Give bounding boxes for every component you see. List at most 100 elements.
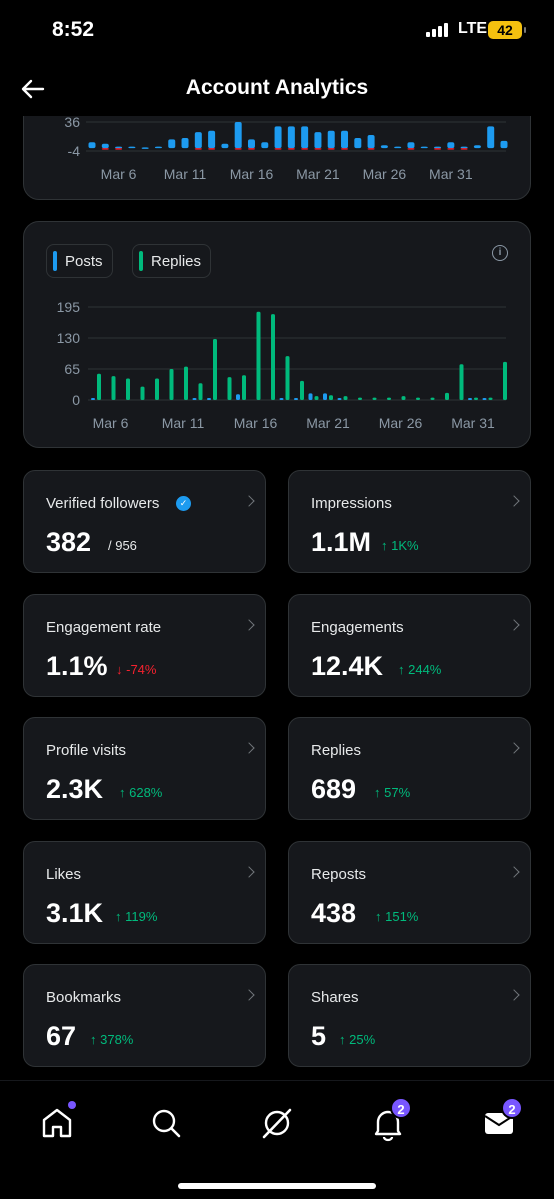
nav-notifications[interactable]: 2 <box>368 1097 412 1143</box>
bar-replies <box>155 378 159 400</box>
bar-replies <box>343 396 348 400</box>
page-title: Account Analytics <box>185 76 369 99</box>
stat-card-bookmarks[interactable]: Bookmarks 67 ↑ 378% <box>23 964 266 1067</box>
bar-negative <box>234 148 242 150</box>
unread-dot <box>68 1101 76 1109</box>
bar-posts <box>88 142 96 149</box>
stat-value: 382 <box>46 527 92 557</box>
bar-negative <box>274 148 282 150</box>
grok-icon <box>262 1108 292 1139</box>
bar-replies <box>459 364 464 400</box>
posts-replies-chart: 195 130 65 0 Mar 6 Mar 11 Mar 16 Mar 21 Mar 26 Ma… <box>57 299 507 431</box>
stat-card-profile-visits[interactable]: Profile visits 2.3K ↑ 628% <box>23 717 266 820</box>
bar-replies <box>198 383 203 400</box>
bar-posts <box>301 126 309 149</box>
legend-replies[interactable]: Replies <box>132 244 212 278</box>
bar-posts <box>91 398 95 400</box>
bar-replies <box>227 377 232 400</box>
stat-label: Engagement rate <box>46 619 162 636</box>
bar-negative <box>434 148 442 150</box>
stat-card-engagements[interactable]: Engagements 12.4K ↑ 244% <box>288 594 531 697</box>
bar-posts <box>261 142 269 149</box>
bar-posts <box>181 137 189 149</box>
bar-posts <box>323 393 327 400</box>
stat-card-engagement-rate[interactable]: Engagement rate 1.1% ↓ -74% <box>23 594 266 697</box>
bar-negative <box>460 148 468 150</box>
stat-total: / 956 <box>108 538 137 553</box>
x-tick-label: Mar 6 <box>101 166 137 182</box>
bar-posts <box>367 135 375 149</box>
stat-value: 3.1K <box>46 898 104 928</box>
stat-label: Impressions <box>311 495 392 512</box>
bar-posts <box>294 398 298 400</box>
stat-delta: ↑ 378% <box>90 1032 134 1047</box>
stat-card-verified-followers[interactable]: Verified followers ✓ 382 / 956 <box>23 470 266 573</box>
info-icon[interactable]: i <box>492 245 508 261</box>
posts-swatch <box>53 251 57 271</box>
stat-label: Verified followers <box>46 495 160 512</box>
bar-negative <box>314 148 322 150</box>
stat-delta: ↑ 244% <box>398 662 442 677</box>
bottom-nav: 2 2 <box>0 1080 554 1199</box>
stat-card-shares[interactable]: Shares 5 ↑ 25% <box>288 964 531 1067</box>
bar-posts <box>420 146 428 149</box>
bar-posts <box>247 139 255 149</box>
nav-home[interactable] <box>37 1101 77 1143</box>
bar-posts <box>327 130 335 149</box>
stat-card-likes[interactable]: Likes 3.1K ↑ 119% <box>23 841 266 944</box>
bar-replies <box>372 397 377 400</box>
status-bar: 8:52 LTE 42 <box>0 0 554 62</box>
back-button[interactable] <box>20 76 46 102</box>
x-tick-label: Mar 11 <box>164 166 207 182</box>
x-tick-label: Mar 21 <box>296 166 340 182</box>
y-tick-label: 130 <box>57 330 81 346</box>
stat-delta: ↑ 628% <box>119 785 163 800</box>
x-tick-label: Mar 11 <box>162 415 205 431</box>
bar-replies <box>256 311 261 400</box>
stat-value: 1.1% <box>46 651 108 681</box>
arrow-left-icon <box>21 79 45 99</box>
bar-negative <box>341 148 349 150</box>
stat-card-reposts[interactable]: Reposts 438 ↑ 151% <box>288 841 531 944</box>
bar-posts <box>287 126 295 149</box>
nav-grok[interactable] <box>257 1103 297 1143</box>
y-tick-label: 65 <box>64 361 80 377</box>
x-tick-label: Mar 21 <box>306 415 350 431</box>
verified-badge-icon: ✓ <box>176 496 191 511</box>
bar-posts <box>168 139 176 149</box>
nav-search[interactable] <box>146 1103 186 1143</box>
status-time: 8:52 <box>52 18 95 41</box>
stat-value: 438 <box>311 898 357 928</box>
bar-negative <box>101 148 109 150</box>
legend-posts[interactable]: Posts <box>46 244 113 278</box>
stat-card-impressions[interactable]: Impressions 1.1M ↑ 1K% <box>288 470 531 573</box>
bar-posts <box>314 132 322 149</box>
bar-posts <box>407 142 415 149</box>
chevron-right-icon <box>508 742 520 754</box>
stat-card-replies[interactable]: Replies 689 ↑ 57% <box>288 717 531 820</box>
bar-replies <box>430 397 435 400</box>
bar-posts <box>234 122 242 149</box>
bar-replies <box>213 338 217 400</box>
bar-posts <box>500 140 508 149</box>
stat-label: Profile visits <box>46 742 127 759</box>
messages-badge: 2 <box>501 1097 523 1119</box>
stat-delta: ↑ 119% <box>115 909 158 924</box>
bar-replies <box>111 376 116 400</box>
stat-delta: ↑ 151% <box>375 909 419 924</box>
bar-posts <box>460 146 468 149</box>
bar-posts <box>468 398 472 400</box>
stat-value: 12.4K <box>311 651 384 681</box>
nav-messages[interactable]: 2 <box>479 1097 523 1143</box>
bar-negative <box>301 148 309 150</box>
chevron-right-icon <box>508 619 520 631</box>
bar-posts <box>221 143 229 149</box>
bar-replies <box>169 369 174 400</box>
bar-replies <box>242 375 246 400</box>
legend-replies-label: Replies <box>151 252 202 270</box>
x-tick-label: Mar 31 <box>429 166 473 182</box>
stat-value: 1.1M <box>311 527 372 557</box>
bar-replies <box>445 392 449 400</box>
bar-replies <box>387 397 391 400</box>
bar-posts <box>394 146 402 149</box>
